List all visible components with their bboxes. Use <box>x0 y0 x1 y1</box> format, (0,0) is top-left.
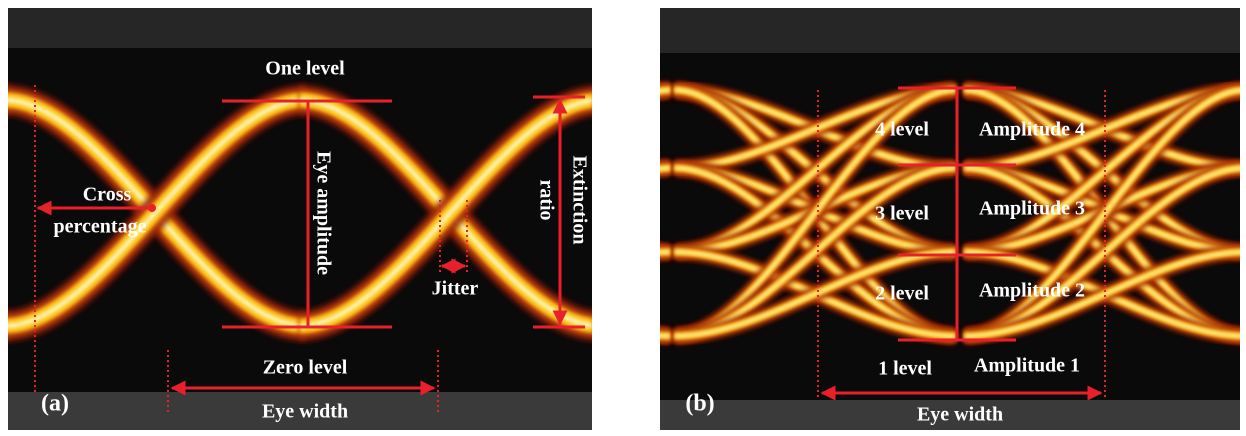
panel-label: (a) <box>41 391 69 417</box>
label: Jitter <box>432 278 479 300</box>
label: Eye width <box>262 401 348 423</box>
label: Cross <box>83 184 132 206</box>
label: percentage <box>54 216 147 238</box>
label: 3 level <box>875 203 929 225</box>
label: 4 level <box>875 119 929 141</box>
label: Eye width <box>917 404 1003 426</box>
panel-band <box>8 8 592 48</box>
label: Zero level <box>263 357 348 379</box>
panel-band <box>660 8 1240 53</box>
figure: One level Zero level Cross percentage Ey… <box>0 0 1246 436</box>
label: Amplitude 2 <box>979 280 1085 302</box>
label: 1 level <box>878 358 932 380</box>
label: One level <box>265 58 345 80</box>
label: Amplitude 4 <box>979 119 1085 141</box>
label: ratio <box>535 179 557 220</box>
cross-point <box>148 204 156 212</box>
panel-label: (b) <box>685 391 714 417</box>
label: 2 level <box>875 283 929 305</box>
label: Amplitude 3 <box>979 198 1085 220</box>
label: Amplitude 1 <box>974 355 1080 377</box>
label: Extinction <box>568 156 590 245</box>
label: Eye amplitude <box>312 151 334 275</box>
